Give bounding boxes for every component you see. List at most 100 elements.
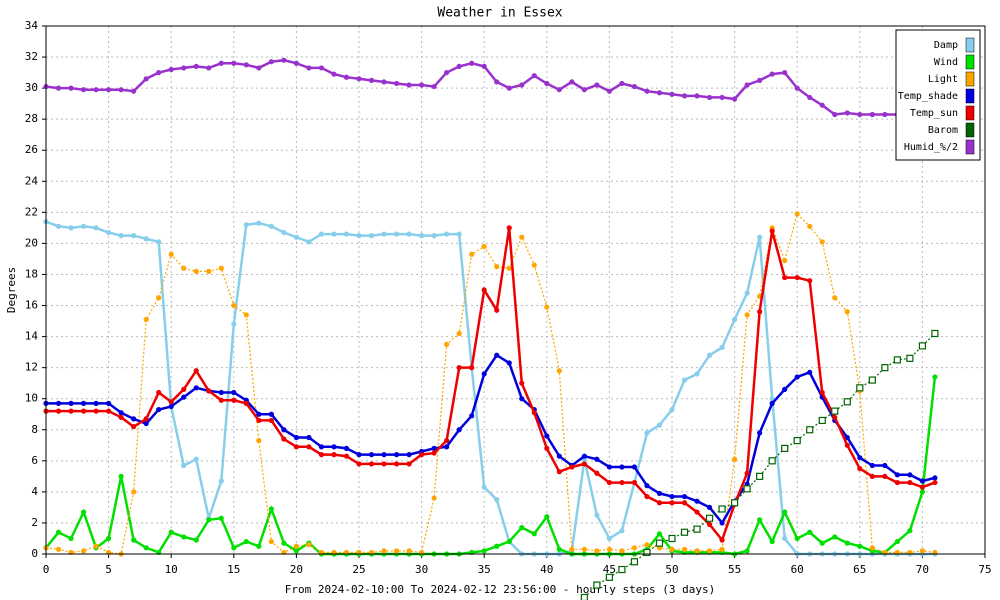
data-point — [531, 410, 537, 416]
x-tick-label: 55 — [728, 563, 741, 576]
data-point — [406, 82, 412, 88]
data-point — [343, 231, 350, 237]
y-tick-label: 18 — [25, 267, 38, 280]
data-point — [681, 546, 688, 552]
data-point — [719, 344, 725, 351]
data-point — [469, 251, 475, 257]
data-point — [644, 430, 650, 436]
data-point — [893, 356, 901, 364]
data-point — [469, 413, 475, 419]
data-point — [757, 77, 763, 83]
data-point — [669, 91, 675, 97]
data-point — [694, 371, 700, 377]
data-point — [719, 537, 725, 543]
y-tick-label: 12 — [25, 361, 38, 374]
data-point — [681, 377, 688, 383]
x-tick-label: 5 — [105, 563, 112, 576]
data-point — [143, 236, 149, 242]
data-point — [781, 444, 789, 452]
data-point — [243, 400, 249, 406]
data-point — [506, 85, 512, 91]
series — [43, 57, 938, 119]
data-point — [256, 65, 262, 71]
data-point — [106, 87, 112, 93]
data-point — [444, 69, 450, 76]
data-point — [882, 111, 888, 118]
data-point — [718, 505, 726, 513]
data-point — [606, 464, 613, 470]
data-point — [519, 396, 525, 402]
x-tick-label: 60 — [791, 563, 804, 576]
data-point — [156, 69, 162, 76]
x-tick-label: 45 — [603, 563, 616, 576]
data-point — [243, 538, 249, 545]
data-point — [744, 548, 750, 554]
data-point — [669, 493, 675, 500]
data-point — [630, 558, 639, 566]
data-point — [231, 397, 237, 403]
data-point — [807, 278, 813, 284]
data-point — [932, 479, 938, 486]
data-point — [544, 80, 550, 87]
data-point — [55, 223, 62, 229]
data-point — [281, 427, 287, 433]
data-point — [431, 450, 437, 456]
data-point — [868, 376, 876, 384]
data-point — [832, 414, 838, 420]
data-point — [706, 521, 713, 528]
data-point — [531, 73, 537, 79]
y-tick-label: 0 — [31, 547, 38, 560]
data-point — [631, 83, 638, 90]
data-point — [231, 302, 237, 309]
data-point — [656, 490, 663, 497]
data-point — [744, 312, 750, 318]
data-point — [581, 453, 587, 459]
data-point — [419, 452, 425, 458]
legend: Damp Wind Light Temp_shade Temp_sun Barom Humi… — [895, 29, 981, 161]
data-point — [844, 434, 850, 441]
y-tick-label: 2 — [31, 516, 38, 529]
data-point — [68, 225, 74, 231]
data-point — [80, 408, 87, 414]
data-point — [655, 539, 664, 547]
data-point — [706, 352, 713, 358]
data-point — [819, 239, 825, 245]
data-point — [857, 455, 863, 461]
data-point — [494, 264, 500, 270]
data-point — [556, 469, 562, 475]
data-point — [293, 548, 299, 554]
data-point — [481, 287, 487, 293]
data-point — [431, 445, 437, 451]
data-point — [256, 543, 262, 549]
data-point — [118, 473, 124, 479]
data-point — [218, 515, 224, 521]
data-point — [556, 87, 562, 93]
legend-label: Wind — [934, 57, 958, 68]
data-point — [118, 233, 124, 239]
y-tick-label: 28 — [25, 112, 38, 125]
data-point — [306, 542, 312, 548]
data-point — [206, 268, 212, 274]
data-point — [705, 514, 714, 522]
data-point — [732, 96, 738, 102]
y-tick-label: 4 — [31, 485, 38, 498]
data-point — [93, 543, 99, 549]
data-point — [343, 74, 350, 80]
x-tick-label: 10 — [165, 563, 178, 576]
data-point — [594, 470, 600, 476]
data-point — [706, 94, 713, 101]
data-point — [618, 565, 626, 574]
data-point — [693, 525, 701, 533]
data-point — [131, 424, 137, 430]
data-point — [55, 546, 62, 552]
data-point — [218, 60, 224, 66]
data-point — [531, 531, 537, 537]
data-point — [844, 442, 850, 448]
data-point — [368, 77, 375, 83]
data-point — [743, 485, 751, 493]
data-point — [681, 500, 688, 506]
legend-label: Damp — [934, 40, 958, 51]
data-point — [343, 445, 350, 451]
data-point — [406, 231, 412, 237]
